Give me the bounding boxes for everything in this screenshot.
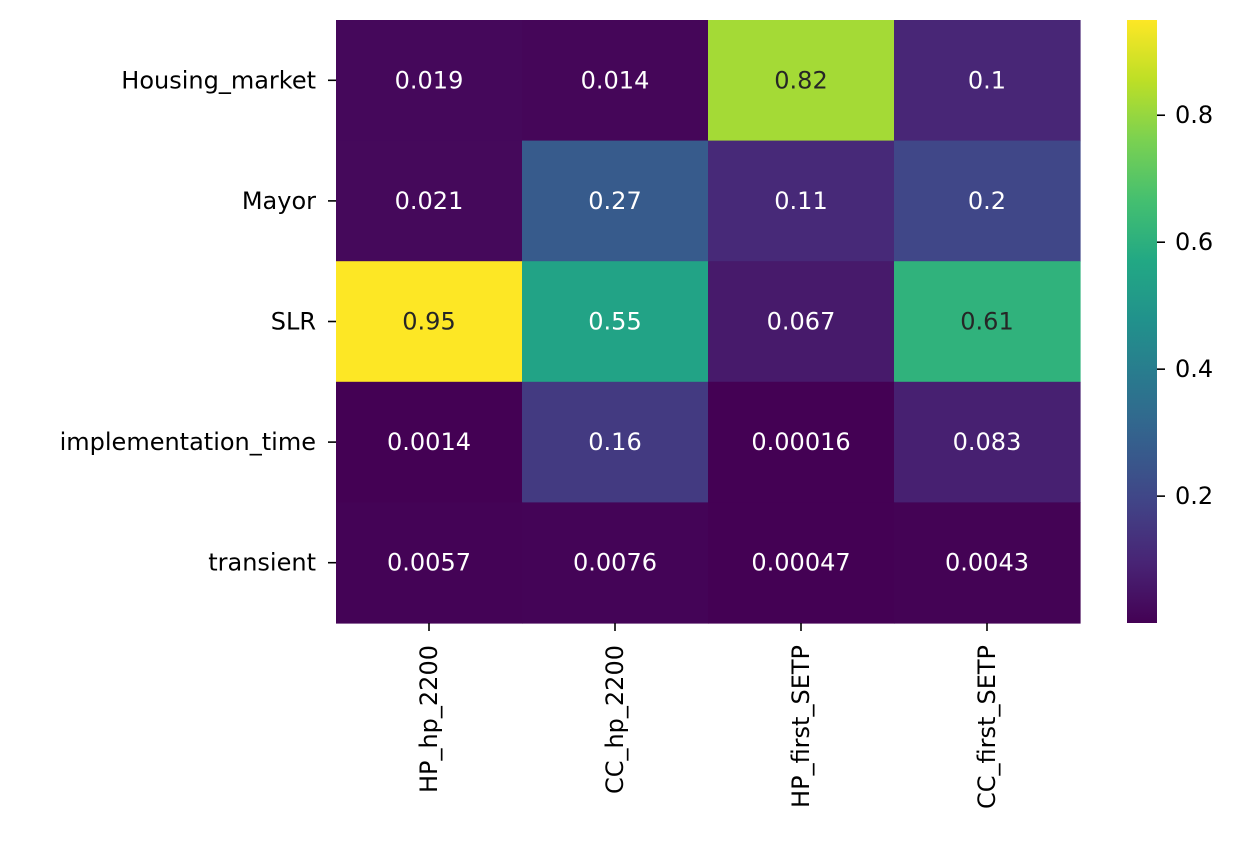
heatmap-cell [336,140,523,262]
cell-value-label: 0.16 [588,428,641,456]
cell-value-label: 0.61 [960,308,1013,336]
column-label: CC_first_SETP [973,645,1001,809]
cell-value-label: 0.11 [774,187,827,215]
column-label: HP_first_SETP [787,645,815,808]
heatmap-cell [522,381,709,503]
heatmap-cell [894,381,1081,503]
cell-value-label: 0.1 [968,66,1006,94]
cell-value-label: 0.067 [767,308,836,336]
cell-value-label: 0.0043 [945,549,1029,577]
heatmap-cell [336,261,523,383]
colorbar-tick-label: 0.2 [1175,482,1213,510]
colorbar-gradient [1127,20,1157,623]
colorbar-tick-label: 0.8 [1175,101,1213,129]
cell-value-label: 0.55 [588,308,641,336]
heatmap-cell [894,502,1081,624]
colorbar-tick-label: 0.6 [1175,228,1213,256]
heatmap-cell [708,20,895,142]
heatmap-cell [894,261,1081,383]
row-label: Mayor [242,187,316,215]
column-label: CC_hp_2200 [601,645,629,794]
heatmap-cell [522,140,709,262]
cell-value-label: 0.0014 [387,428,471,456]
heatmap-cell [894,20,1081,142]
heatmap-cell [522,261,709,383]
column-axis: HP_hp_2200 CC_hp_2200 HP_first_SETP CC_firs… [415,623,1001,809]
cell-value-label: 0.95 [402,308,455,336]
cell-value-label: 0.019 [395,66,464,94]
row-label: transient [208,549,316,577]
colorbar-tick-label: 0.4 [1175,355,1213,383]
heatmap-cell [708,261,895,383]
heatmap-cell [336,502,523,624]
heatmap-cell [708,140,895,262]
heatmap-cell [894,140,1081,262]
cell-value-label: 0.27 [588,187,641,215]
cell-value-label: 0.82 [774,66,827,94]
cell-value-label: 0.0076 [573,549,657,577]
cell-value-label: 0.083 [953,428,1022,456]
heatmap-cell [708,502,895,624]
cell-value-label: 0.2 [968,187,1006,215]
heatmap-cell [522,20,709,142]
cell-value-label: 0.0057 [387,549,471,577]
heatmap-cell [708,381,895,503]
cell-value-label: 0.00047 [751,549,850,577]
column-label: HP_hp_2200 [415,645,443,793]
row-axis: Housing_market Mayor SLR implementation_tim… [60,66,336,577]
heatmap-cell [336,381,523,503]
heatmap-cells [336,20,1081,624]
cell-value-label: 0.00016 [751,428,850,456]
row-label: implementation_time [60,428,316,456]
cell-value-label: 0.014 [581,66,650,94]
row-label: SLR [271,308,316,336]
heatmap-cell [522,502,709,624]
colorbar: 0.2 0.4 0.6 0.8 [1127,20,1213,623]
heatmap-cell-labels: 0.019 0.014 0.82 0.1 0.021 0.27 0.11 0.2 0.95 0.5… [387,66,1029,576]
heatmap-cell [336,20,523,142]
cell-value-label: 0.021 [395,187,464,215]
row-label: Housing_market [121,66,316,94]
